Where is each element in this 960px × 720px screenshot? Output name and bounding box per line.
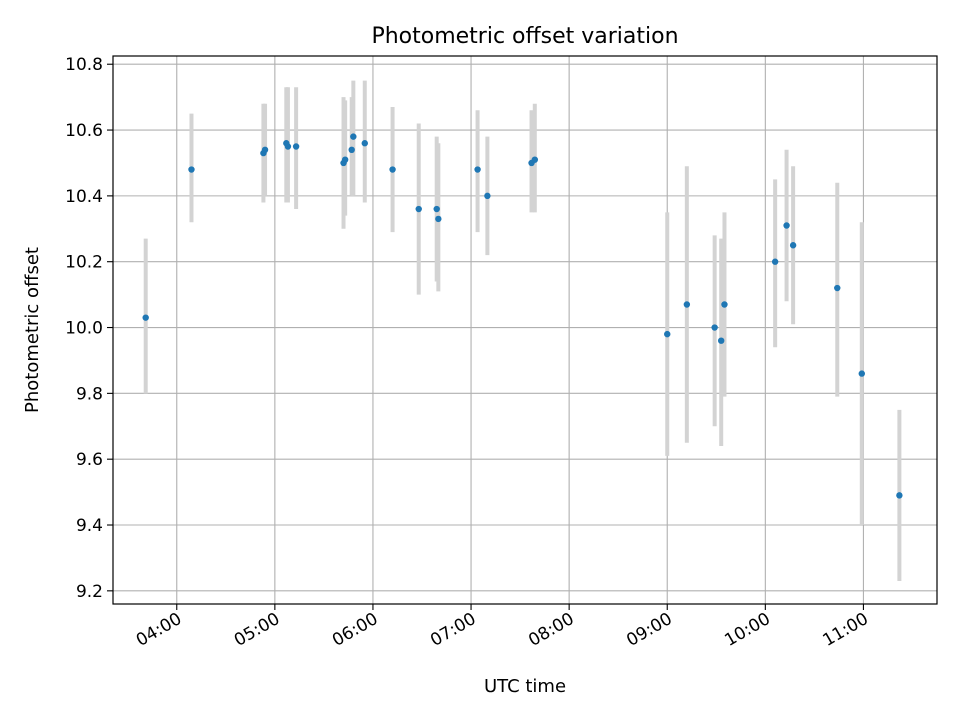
data-point <box>834 284 841 292</box>
data-point <box>711 324 718 331</box>
data-point <box>415 205 422 213</box>
data-point <box>474 166 481 173</box>
data-point <box>348 146 355 154</box>
data-point <box>683 301 691 308</box>
y-tick-label: 10.0 <box>65 319 103 339</box>
y-tick-label: 10.4 <box>65 187 103 207</box>
data-point <box>531 156 539 163</box>
data-point <box>771 258 779 265</box>
data-point <box>389 166 396 173</box>
x-axis-label: UTC time <box>484 676 566 697</box>
data-point <box>433 205 440 213</box>
data-point <box>261 146 269 154</box>
data-points <box>142 133 903 499</box>
y-tick-label: 10.6 <box>65 121 103 141</box>
y-tick-label: 9.2 <box>76 582 103 602</box>
data-point <box>484 192 491 200</box>
data-point <box>664 330 671 338</box>
data-point <box>435 215 442 223</box>
data-point <box>717 337 725 344</box>
data-point <box>361 140 368 147</box>
y-axis-label: Photometric offset <box>22 247 43 413</box>
data-point <box>292 143 300 150</box>
y-tick-label: 9.4 <box>76 516 103 536</box>
y-tick-label: 9.6 <box>76 450 103 470</box>
data-point <box>341 156 349 163</box>
y-axis: 9.2 9.4 9.6 9.8 10.0 10.2 10.4 10.6 10.8 <box>65 55 113 602</box>
plot-frame <box>112 55 938 605</box>
grid <box>113 56 937 604</box>
data-point <box>188 166 195 173</box>
data-point <box>721 301 728 308</box>
y-tick-label: 9.8 <box>76 384 103 404</box>
data-point <box>783 222 790 229</box>
y-tick-label: 10.8 <box>65 55 103 75</box>
data-point <box>142 314 149 321</box>
chart-title: Photometric offset variation <box>371 24 678 49</box>
data-point <box>350 133 357 140</box>
data-point <box>896 492 903 499</box>
data-point <box>858 370 865 377</box>
data-point <box>789 242 797 249</box>
data-point <box>284 143 292 150</box>
y-tick-label: 10.2 <box>65 253 103 273</box>
